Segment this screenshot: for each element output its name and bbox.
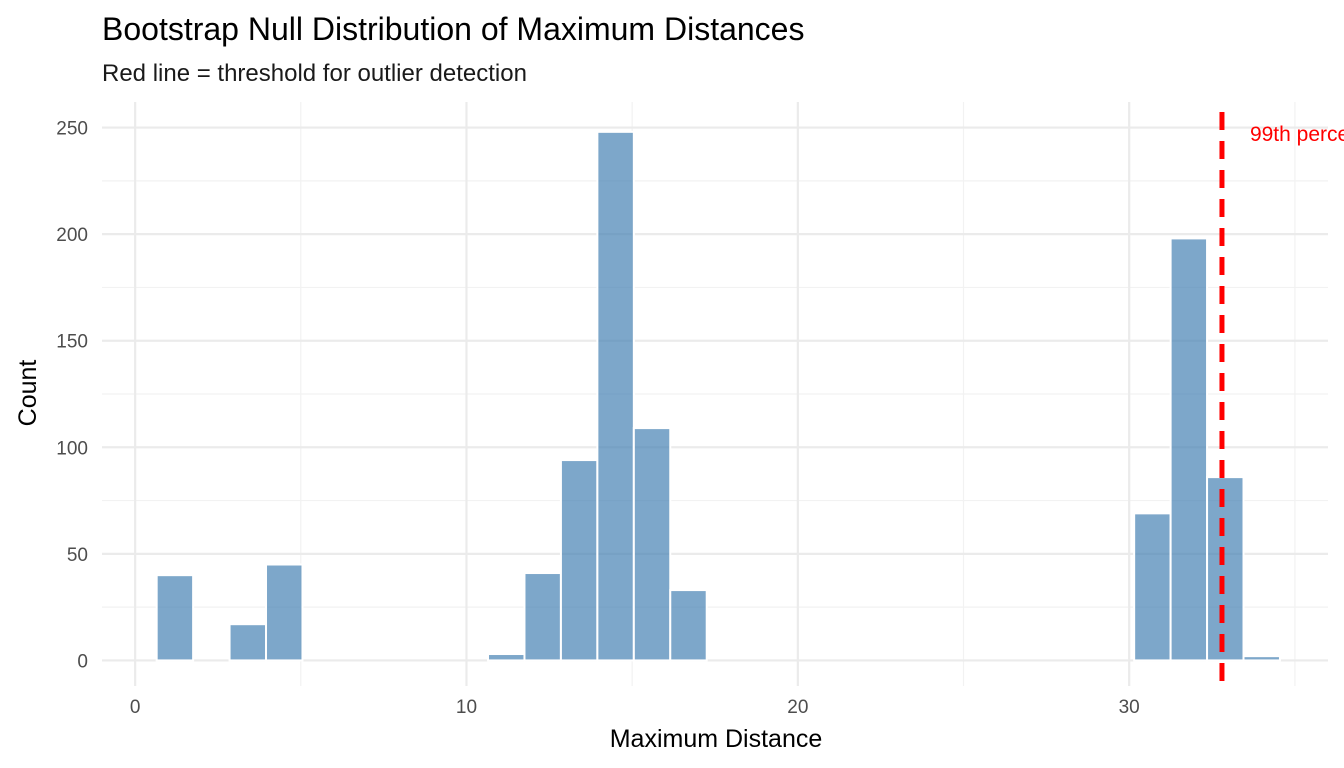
y-tick-label: 200: [56, 225, 88, 246]
x-axis-label: Maximum Distance: [610, 725, 823, 753]
histogram-bar: [487, 653, 526, 662]
y-tick-label: 0: [77, 651, 88, 672]
threshold-layer: 99th percentile: [1219, 112, 1344, 686]
x-tick-label: 20: [787, 697, 808, 718]
histogram-bar: [228, 623, 268, 662]
histogram-bars: [155, 130, 1281, 662]
y-tick-label: 100: [56, 438, 88, 459]
histogram-bar: [1206, 476, 1245, 662]
axis-ticks: 0 10 20 30 0 50 100 150 200 250: [56, 119, 1139, 718]
histogram-bar: [632, 427, 672, 662]
y-tick-label: 150: [56, 332, 88, 353]
chart-subtitle: Red line = threshold for outlier detecti…: [102, 60, 527, 87]
x-tick-label: 0: [130, 697, 141, 718]
histogram-bar: [1242, 655, 1281, 662]
histogram-bar: [669, 589, 708, 662]
histogram-bar: [265, 563, 304, 662]
grid-lines: [102, 102, 1328, 686]
histogram-bar: [596, 130, 635, 662]
histogram-bar: [155, 574, 195, 662]
histogram-bar: [1133, 512, 1172, 662]
x-tick-label: 10: [456, 697, 477, 718]
y-axis-label: Count: [14, 360, 42, 427]
chart-title: Bootstrap Null Distribution of Maximum D…: [102, 11, 804, 47]
y-tick-label: 50: [67, 545, 88, 566]
threshold-label: 99th percentile: [1250, 123, 1344, 146]
histogram-bar: [559, 459, 599, 662]
histogram-bar: [523, 572, 562, 662]
y-tick-label: 250: [56, 119, 88, 140]
histogram-bar: [1169, 237, 1209, 662]
x-tick-label: 30: [1119, 697, 1140, 718]
